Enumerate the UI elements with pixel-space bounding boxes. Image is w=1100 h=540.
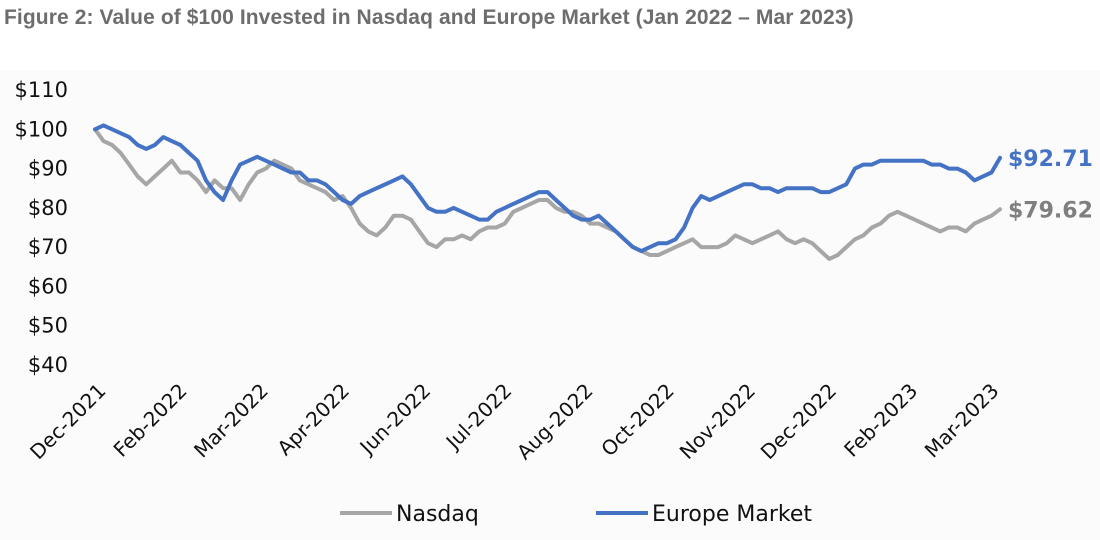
y-tick-label: $70 xyxy=(28,235,68,259)
chart-title: Figure 2: Value of $100 Invested in Nasd… xyxy=(4,6,854,29)
x-tick-label: Jun-2022 xyxy=(354,379,436,461)
chart-area: $40 $50 $60 $70 $80 $90 $100 $110 Dec-2021 Feb-2… xyxy=(0,70,1100,540)
y-tick-label: $40 xyxy=(28,353,68,377)
y-axis-ticks: $40 $50 $60 $70 $80 $90 $100 $110 xyxy=(15,78,68,377)
legend: Nasdaq Europe Market xyxy=(340,502,812,527)
y-tick-label: $50 xyxy=(28,314,68,338)
x-tick-label: Mar-2022 xyxy=(189,379,273,463)
series-lines xyxy=(93,123,1002,261)
legend-label-nasdaq: Nasdaq xyxy=(396,502,479,527)
x-tick-label: Feb-2022 xyxy=(109,379,192,462)
end-labels: $79.62 $92.71 xyxy=(1008,147,1093,223)
x-tick-label: Dec-2021 xyxy=(25,379,110,464)
end-label-nasdaq: $79.62 xyxy=(1008,198,1093,223)
y-tick-label: $60 xyxy=(28,274,68,298)
end-label-europe-market: $92.71 xyxy=(1008,147,1093,172)
x-tick-label: Apr-2022 xyxy=(272,379,354,461)
y-tick-label: $90 xyxy=(28,157,68,181)
y-tick-label: $80 xyxy=(28,196,68,220)
x-tick-label: Jul-2022 xyxy=(440,379,517,456)
line-chart: $40$50$60$70$80$90$100$110 Dec-2021Feb-2… xyxy=(15,78,1093,527)
x-tick-label: Feb-2023 xyxy=(839,379,922,462)
x-tick-label: Nov-2022 xyxy=(675,379,760,464)
y-tick-label: $110 xyxy=(15,78,68,102)
x-tick-label: Oct-2022 xyxy=(596,379,679,462)
x-tick-label: Mar-2023 xyxy=(920,379,1004,463)
x-tick-label: Dec-2022 xyxy=(756,379,841,464)
series-line-europe-market xyxy=(93,123,1002,254)
x-tick-label: Aug-2022 xyxy=(512,379,598,465)
y-tick-label: $100 xyxy=(15,117,68,141)
legend-label-europe: Europe Market xyxy=(652,502,812,527)
series-line-nasdaq xyxy=(93,127,1002,261)
